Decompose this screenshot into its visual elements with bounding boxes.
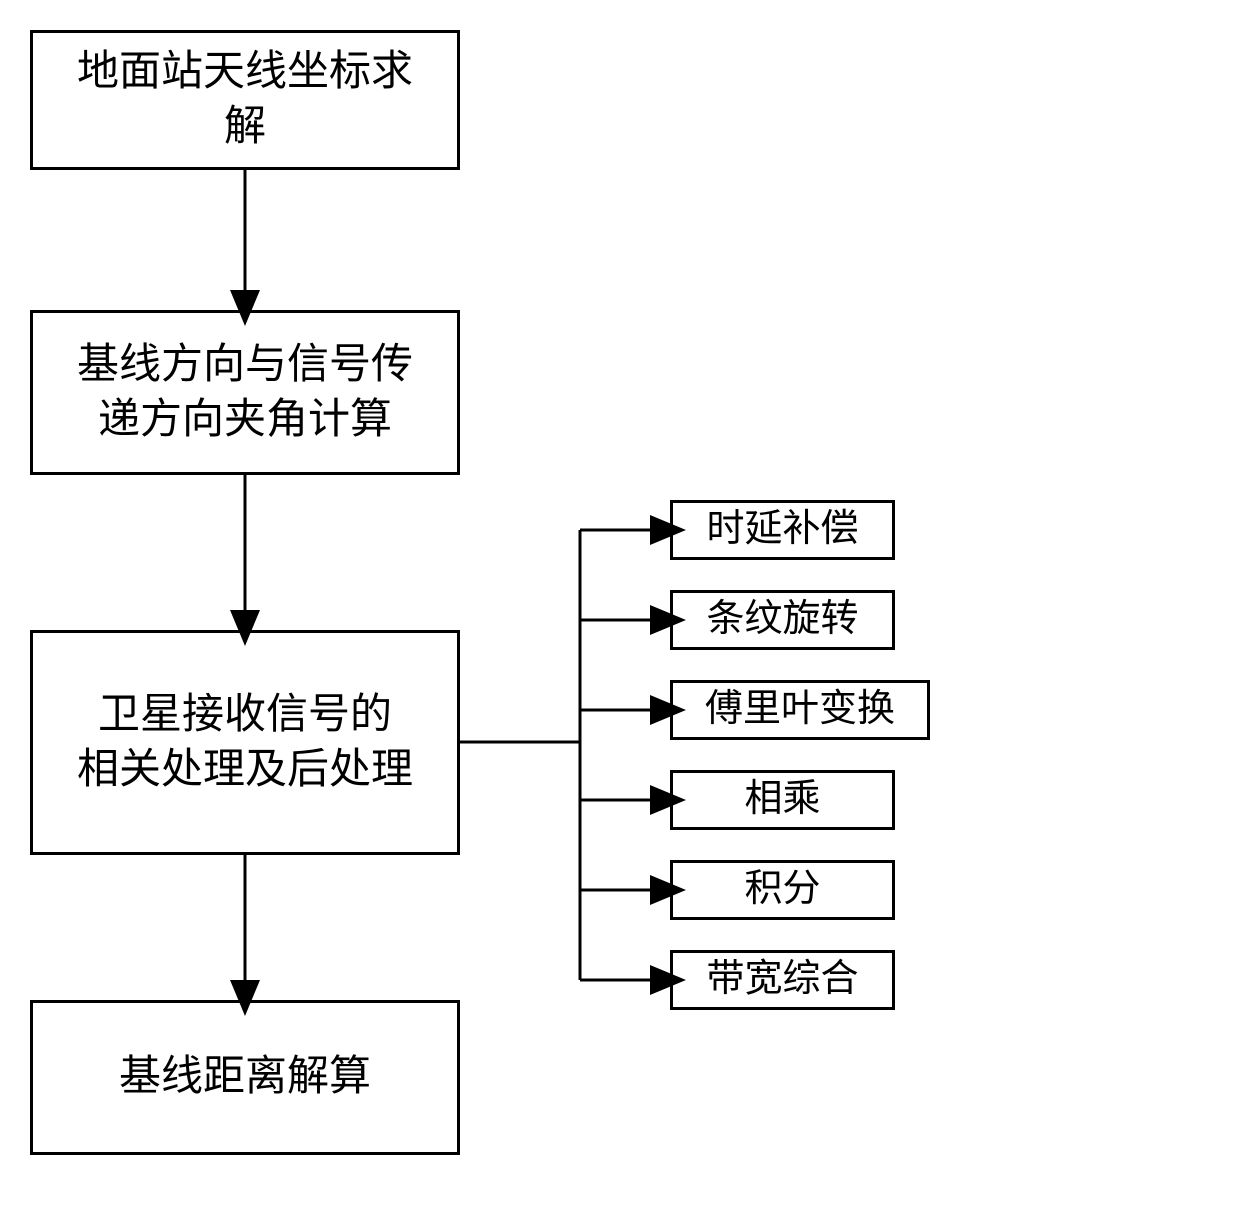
side-node-2-text: 条纹旋转 xyxy=(706,597,858,643)
side-node-4-text: 相乘 xyxy=(744,777,820,823)
side-node-5-text: 积分 xyxy=(744,867,820,913)
side-node-6: 带宽综合 xyxy=(670,950,895,1010)
side-node-3-text: 傅里叶变换 xyxy=(705,687,895,733)
flowchart-node-3-text: 卫星接收信号的相关处理及后处理 xyxy=(77,688,413,797)
side-node-4: 相乘 xyxy=(670,770,895,830)
flowchart-node-2: 基线方向与信号传递方向夹角计算 xyxy=(30,310,460,475)
flowchart-node-4-text: 基线距离解算 xyxy=(119,1050,371,1105)
flowchart-node-3: 卫星接收信号的相关处理及后处理 xyxy=(30,630,460,855)
side-node-1-text: 时延补偿 xyxy=(706,507,858,553)
side-node-1: 时延补偿 xyxy=(670,500,895,560)
side-node-3: 傅里叶变换 xyxy=(670,680,930,740)
flowchart-node-4: 基线距离解算 xyxy=(30,1000,460,1155)
flowchart-node-1: 地面站天线坐标求解 xyxy=(30,30,460,170)
side-node-6-text: 带宽综合 xyxy=(706,957,858,1003)
side-node-2: 条纹旋转 xyxy=(670,590,895,650)
flowchart-node-2-text: 基线方向与信号传递方向夹角计算 xyxy=(77,338,413,447)
side-node-5: 积分 xyxy=(670,860,895,920)
flowchart-node-1-text: 地面站天线坐标求解 xyxy=(77,45,413,154)
